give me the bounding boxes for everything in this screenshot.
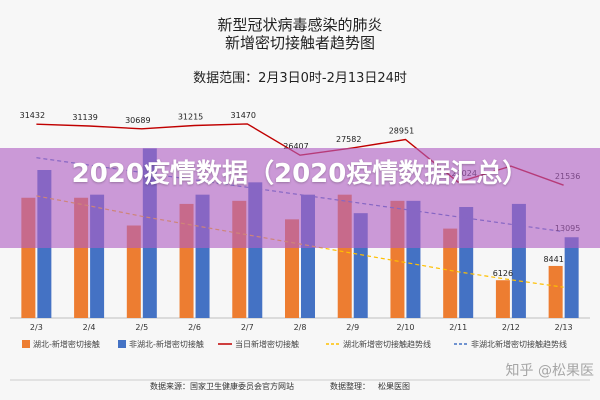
bar-non-hubei (564, 237, 579, 318)
x-tick-label: 2/7 (241, 323, 254, 332)
data-range-text: 数据范围：2月3日0时-2月13日24时 (193, 71, 407, 86)
bar-hubei (126, 225, 141, 318)
data-label: 31215 (178, 113, 203, 122)
x-tick-label: 2/12 (502, 323, 520, 332)
watermark-text: 知乎 @松果医 (505, 363, 594, 379)
legend-label: 湖北-新增密切接触 (33, 339, 100, 349)
x-tick-label: 2/5 (135, 323, 148, 332)
chart-title-line2: 新增密切接触者趋势图 (225, 34, 375, 52)
overlay-banner: 2020疫情数据（2020疫情数据汇总） (0, 148, 600, 248)
data-label: 6126 (493, 269, 513, 278)
footer-logo: 松果医图 (378, 381, 410, 391)
legend-label: 非湖北-新增密切接触 (129, 339, 204, 349)
data-label: 27582 (336, 135, 361, 144)
chart-title-line1: 新型冠状病毒感染的肺炎 (217, 16, 382, 34)
data-label: 31139 (72, 113, 97, 122)
legend-swatch (22, 340, 30, 348)
legend-swatch (118, 340, 126, 348)
legend: 湖北-新增密切接触 非湖北-新增密切接触 当日新增密切接触 湖北新增密切接触趋势线 非湖… (22, 339, 567, 349)
bar-hubei (495, 280, 510, 318)
legend-label: 非湖北新增密切接触趋势线 (471, 339, 567, 349)
x-tick-label: 2/13 (555, 323, 573, 332)
legend-label: 湖北新增密切接触趋势线 (343, 339, 431, 349)
data-label: 31432 (20, 111, 45, 120)
x-tick-label: 2/10 (396, 323, 414, 332)
bar-hubei (443, 228, 458, 318)
x-tick-label: 2/9 (346, 323, 359, 332)
data-label: 28951 (389, 126, 414, 135)
bar-hubei (548, 265, 563, 318)
data-label: 8441 (543, 255, 563, 264)
legend-label: 当日新增密切接触 (235, 339, 299, 349)
data-label: 26407 (283, 142, 308, 151)
x-tick-label: 2/11 (449, 323, 467, 332)
data-label: 30689 (125, 116, 150, 125)
data-label: 31470 (231, 111, 256, 120)
x-tick-label: 2/6 (188, 323, 201, 332)
footer-organizer: 数据整理： (330, 381, 370, 391)
x-tick-label: 2/3 (30, 323, 43, 332)
x-tick-label: 2/8 (294, 323, 307, 332)
x-tick-label: 2/4 (83, 323, 96, 332)
banner-title: 2020疫情数据（2020疫情数据汇总） (71, 159, 529, 189)
footer-source: 数据来源：国家卫生健康委员会官方网站 (150, 381, 294, 391)
